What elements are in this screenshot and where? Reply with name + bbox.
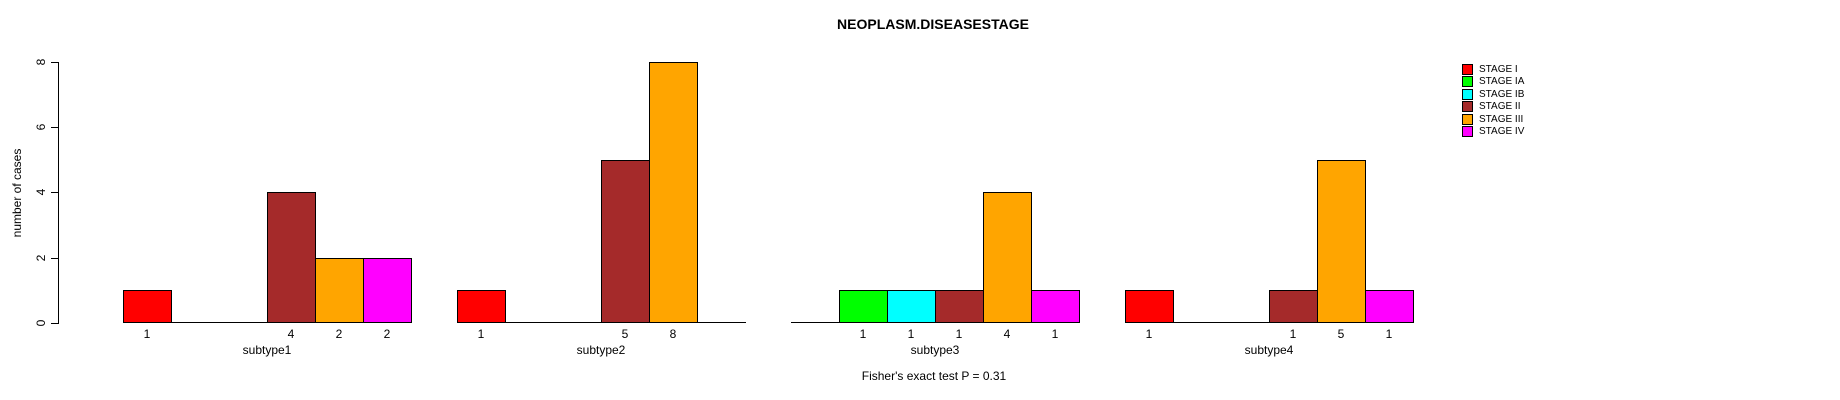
fisher-test-annotation: Fisher's exact test P = 0.31	[861, 369, 1007, 383]
bar-value-label: 4	[287, 327, 295, 341]
bar	[363, 258, 412, 323]
legend-swatch	[1462, 113, 1473, 125]
bar-value-label: 5	[621, 327, 629, 341]
bar	[935, 290, 984, 323]
bar	[1365, 290, 1414, 323]
legend-item: STAGE I	[1462, 63, 1524, 76]
y-tick	[51, 323, 58, 324]
bar-value-label: 2	[383, 327, 391, 341]
bar	[1031, 290, 1080, 323]
y-tick-label: 8	[34, 58, 48, 66]
bar-value-label: 1	[1385, 327, 1393, 341]
bar-value-label: 1	[907, 327, 915, 341]
y-tick	[51, 192, 58, 193]
bar	[1317, 160, 1366, 323]
legend-label: STAGE I	[1479, 63, 1518, 75]
y-tick	[51, 62, 58, 63]
y-tick-label: 6	[34, 123, 48, 131]
legend-swatch	[1462, 63, 1473, 75]
legend-label: STAGE IB	[1479, 88, 1525, 100]
bar-value-label: 1	[1289, 327, 1297, 341]
y-tick	[51, 258, 58, 259]
category-label: subtype4	[1244, 343, 1294, 357]
zero-baseline-segment	[553, 322, 602, 323]
bar-value-label: 4	[1003, 327, 1011, 341]
bar	[1269, 290, 1318, 323]
bar-value-label: 1	[1051, 327, 1059, 341]
zero-baseline-segment	[505, 322, 554, 323]
bar-value-label: 1	[859, 327, 867, 341]
category-label: subtype1	[242, 343, 292, 357]
zero-baseline-segment	[171, 322, 220, 323]
legend-swatch	[1462, 101, 1473, 113]
bar-value-label: 1	[477, 327, 485, 341]
bar	[887, 290, 936, 323]
legend-label: STAGE III	[1479, 113, 1524, 125]
bar-value-label: 2	[335, 327, 343, 341]
category-label: subtype3	[910, 343, 960, 357]
bar	[601, 160, 650, 323]
bar-value-label: 8	[669, 327, 677, 341]
bar	[267, 192, 316, 323]
legend-label: STAGE IV	[1479, 126, 1525, 138]
y-tick-label: 0	[34, 319, 48, 327]
bar-value-label: 5	[1337, 327, 1345, 341]
category-label: subtype2	[576, 343, 626, 357]
legend-swatch	[1462, 88, 1473, 100]
legend: STAGE I STAGE IA STAGE IB STAGE II STAGE III…	[1462, 63, 1524, 138]
y-tick-label: 4	[34, 188, 48, 196]
bar	[457, 290, 506, 323]
y-tick-label: 2	[34, 254, 48, 262]
bar	[649, 62, 698, 323]
legend-item: STAGE III	[1462, 113, 1524, 126]
zero-baseline-segment	[219, 322, 268, 323]
legend-swatch	[1462, 76, 1473, 88]
legend-item: STAGE IB	[1462, 88, 1524, 101]
zero-baseline-segment	[697, 322, 746, 323]
bar	[983, 192, 1032, 323]
bar	[315, 258, 364, 323]
legend-label: STAGE IA	[1479, 76, 1525, 88]
legend-swatch	[1462, 126, 1473, 138]
chart-title: NEOPLASM.DISEASESTAGE	[837, 16, 1029, 32]
bar	[1125, 290, 1174, 323]
legend-item: STAGE II	[1462, 101, 1524, 114]
legend-item: STAGE IV	[1462, 126, 1524, 139]
bar-value-label: 1	[1145, 327, 1153, 341]
zero-baseline-segment	[1173, 322, 1222, 323]
y-tick	[51, 127, 58, 128]
bar-value-label: 1	[143, 327, 151, 341]
zero-baseline-segment	[791, 322, 840, 323]
bar-value-label: 1	[955, 327, 963, 341]
zero-baseline-segment	[1221, 322, 1270, 323]
bar	[839, 290, 888, 323]
y-axis-line	[58, 62, 59, 324]
legend-item: STAGE IA	[1462, 76, 1524, 89]
bar	[123, 290, 172, 323]
legend-label: STAGE II	[1479, 101, 1521, 113]
